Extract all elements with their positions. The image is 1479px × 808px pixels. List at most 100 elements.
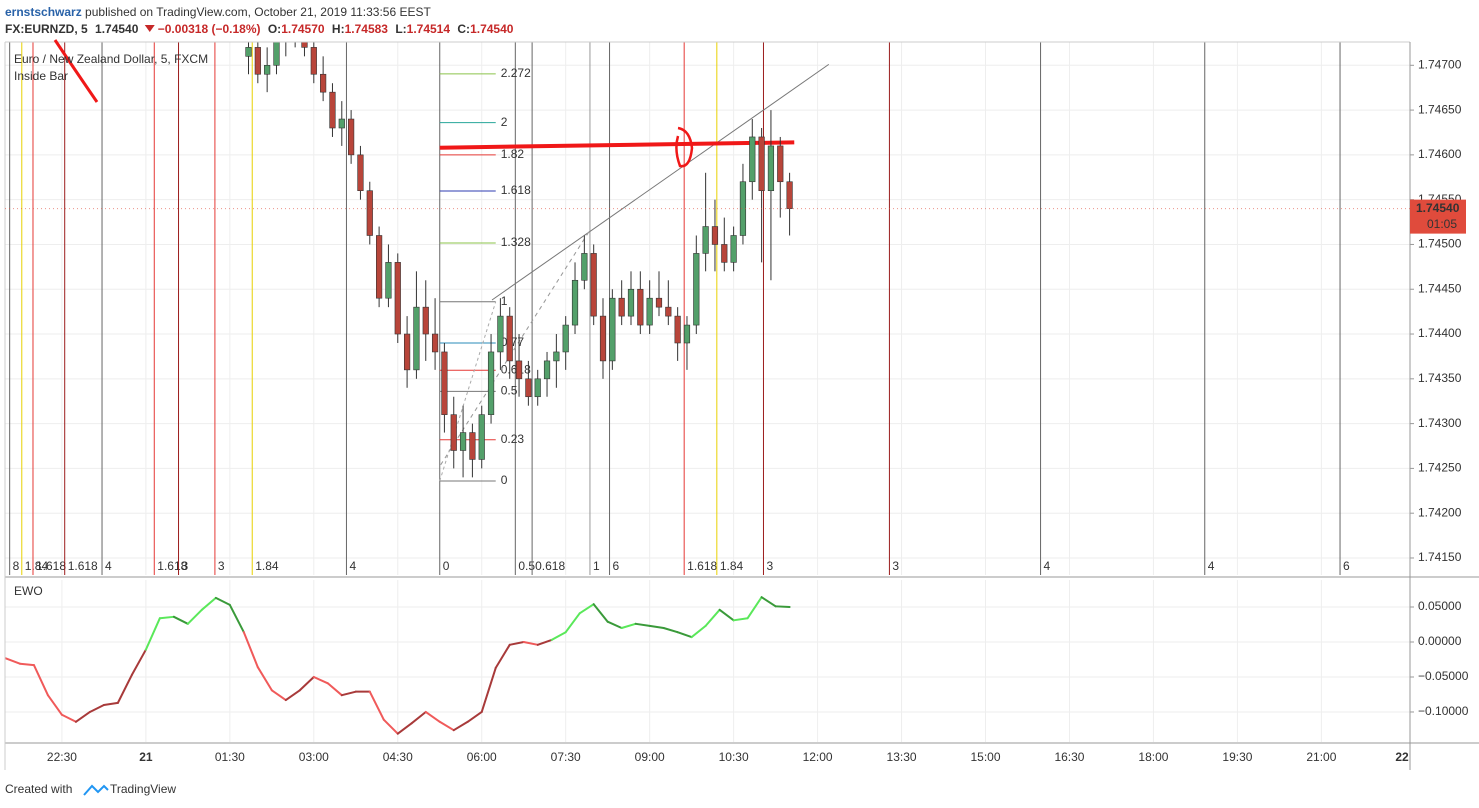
candle-body — [646, 297, 653, 326]
y-tick-label: 1.74700 — [1418, 57, 1462, 71]
ewo-segment — [228, 603, 245, 634]
ewo-segment — [326, 682, 343, 697]
x-tick-label: 21 — [139, 750, 153, 764]
ewo-segment — [200, 596, 217, 611]
ewo-segment — [172, 615, 189, 625]
candle-body — [711, 226, 719, 245]
candle-body — [599, 315, 607, 362]
last-price-box — [1410, 199, 1466, 234]
candle-body — [366, 190, 373, 236]
candle-body — [618, 297, 625, 317]
fib-level-label: 1.618 — [501, 183, 531, 197]
candle-body — [385, 262, 392, 299]
y-tick-label: 1.74300 — [1418, 416, 1462, 430]
y-tick-label: 0.05000 — [1418, 599, 1462, 613]
ewo-segment — [256, 666, 273, 692]
time-zone-label: 0.5 — [518, 559, 535, 573]
last-price-label: 1.74540 — [1416, 201, 1460, 215]
high-label: H: — [332, 22, 345, 36]
ewo-segment — [690, 624, 707, 639]
candle-body — [450, 414, 457, 451]
footer-brand[interactable]: TradingView — [110, 782, 176, 796]
candle-body — [431, 333, 439, 353]
ewo-segment — [88, 703, 105, 713]
indicator-title: Inside Bar — [14, 69, 68, 83]
candle-body — [422, 306, 429, 335]
candle-body — [543, 360, 551, 380]
time-zone-label: 1.618 — [36, 559, 66, 573]
ewo-segment — [466, 710, 483, 723]
candle-body — [571, 279, 579, 326]
published: published on TradingView.com, October 21… — [85, 5, 431, 19]
symbol-line: FX:EURNZD, 5 1.74540 −0.00318 (−0.18%) O… — [5, 22, 514, 36]
y-tick-label: 1.74350 — [1418, 371, 1462, 385]
series-title: Euro / New Zealand Dollar, 5, FXCM — [14, 52, 208, 66]
candle-body — [637, 288, 644, 326]
candle-body — [329, 91, 336, 129]
x-tick-label: 04:30 — [383, 750, 413, 764]
ewo-segment — [774, 605, 791, 609]
ewo-segment — [536, 638, 553, 646]
candle-body — [609, 297, 616, 362]
ewo-segment — [606, 620, 623, 630]
fib-level-label: 2 — [501, 115, 508, 129]
time-zone-label: 6 — [613, 559, 620, 573]
fib-level-label: 0.618 — [501, 362, 531, 376]
x-tick-label: 01:30 — [215, 750, 245, 764]
level-line — [439, 140, 795, 150]
ewo-segment — [704, 608, 721, 627]
close-label: C: — [457, 22, 470, 36]
ewo-segment — [186, 608, 203, 625]
candle-body — [413, 306, 420, 371]
ewo-segment — [424, 710, 441, 723]
ewo-segment — [592, 603, 609, 623]
ewo-segment — [102, 701, 119, 706]
ewo-segment — [74, 710, 91, 723]
close: 1.74540 — [470, 22, 514, 36]
candle-body — [301, 42, 308, 48]
x-tick-label: 16:30 — [1054, 750, 1084, 764]
candle-body — [273, 42, 280, 66]
time-zone-label: 3 — [892, 559, 899, 573]
time-zone-label: 6 — [1343, 559, 1350, 573]
time-zone-label: 3 — [182, 559, 189, 573]
candle-body — [758, 136, 765, 192]
candle-body — [478, 414, 485, 460]
ewo-segment — [578, 603, 595, 615]
ewo-segment — [746, 596, 763, 620]
dashed-line — [440, 229, 591, 466]
fib-level-label: 0 — [501, 473, 508, 487]
candle-body — [730, 235, 737, 263]
x-tick-label: 13:30 — [887, 750, 917, 764]
candle-body — [264, 64, 271, 75]
footer-created: Created with — [5, 782, 72, 796]
candle-body — [749, 136, 756, 183]
candle-body — [487, 351, 495, 415]
ewo-segment — [5, 657, 21, 665]
brand-logo — [83, 784, 109, 796]
candle-body — [683, 324, 691, 344]
ewo-segment — [116, 673, 133, 704]
x-tick-label: 18:00 — [1138, 750, 1168, 764]
down-arrow — [144, 25, 155, 32]
hand-drawn-curve — [53, 39, 99, 103]
author[interactable]: ernstschwarz — [5, 5, 82, 19]
time-zone-label: 4 — [349, 559, 356, 573]
ewo-segment — [634, 622, 651, 627]
high: 1.74583 — [345, 22, 389, 36]
time-zone-label: 4 — [105, 559, 112, 573]
ewo-segment — [18, 662, 35, 667]
ewo-segment — [452, 720, 469, 732]
last: 1.74540 — [95, 22, 139, 36]
candle-body — [581, 253, 588, 281]
countdown: 01:05 — [1427, 217, 1457, 231]
ewo-segment — [340, 690, 357, 697]
ewo-segment — [368, 690, 385, 721]
time-zone-label: 0.618 — [535, 559, 565, 573]
x-tick-label: 19:30 — [1222, 750, 1252, 764]
time-zone-label: 1.84 — [25, 559, 49, 573]
ewo-segment — [242, 631, 259, 669]
